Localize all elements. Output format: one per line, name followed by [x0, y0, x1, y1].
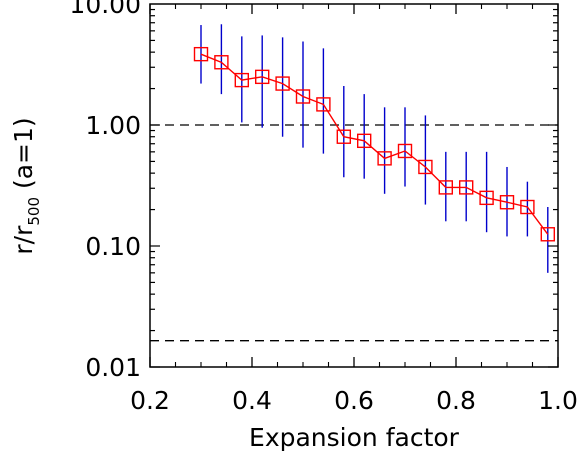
axis-ticks — [149, 4, 559, 368]
data-point — [520, 199, 535, 215]
data-point — [336, 129, 351, 144]
reference-lines — [150, 124, 558, 342]
data-point — [499, 195, 515, 210]
data-point — [254, 69, 270, 85]
x-tick-label: 0.8 — [436, 386, 476, 415]
data-point — [418, 159, 433, 175]
data-point — [193, 46, 209, 62]
y-axis-title-main: r/r — [9, 225, 38, 255]
data-point — [295, 89, 311, 104]
y-axis-title: r/r500 (a=1) — [9, 117, 43, 254]
series-markers — [193, 46, 555, 242]
y-axis-title-suffix: (a=1) — [9, 117, 38, 197]
y-tick-labels: 0.01 0.10 1.00 10.00 — [69, 0, 141, 382]
series-line-layer — [200, 53, 549, 235]
data-point — [397, 143, 413, 159]
x-tick-labels: 0.2 0.4 0.6 0.8 1.0 — [130, 386, 578, 415]
y-tick-label: 10.00 — [69, 0, 141, 19]
data-point — [540, 227, 555, 242]
y-tick-label: 0.01 — [85, 353, 141, 382]
data-point — [377, 151, 392, 166]
data-point — [357, 133, 372, 149]
x-tick-label: 1.0 — [538, 386, 578, 415]
y-tick-label: 1.00 — [85, 111, 141, 140]
x-tick-label: 0.4 — [232, 386, 272, 415]
data-point — [234, 72, 250, 88]
x-tick-label: 0.2 — [130, 386, 170, 415]
data-point — [275, 76, 290, 91]
series-line — [200, 53, 549, 235]
data-point — [438, 180, 453, 195]
y-tick-label: 0.10 — [85, 232, 141, 261]
data-point — [459, 180, 474, 195]
error-bars — [200, 24, 549, 273]
data-point — [479, 190, 494, 206]
data-point — [316, 97, 331, 112]
x-axis-title: Expansion factor — [249, 423, 460, 452]
x-tick-label: 0.6 — [334, 386, 374, 415]
y-axis-title-subscript: 500 — [25, 197, 43, 226]
data-point — [214, 55, 229, 70]
